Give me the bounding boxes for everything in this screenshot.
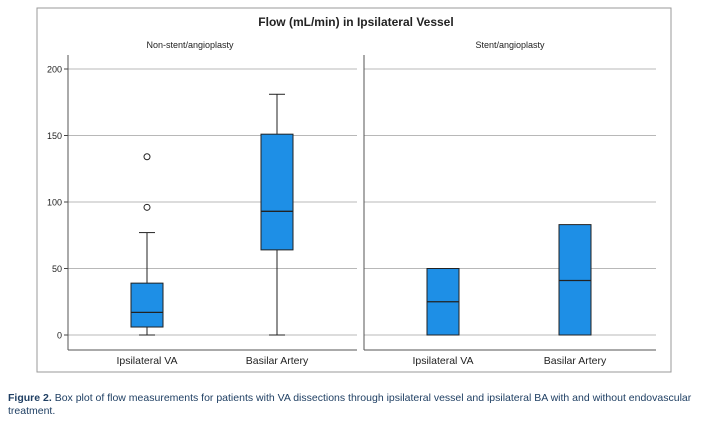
box xyxy=(558,224,592,336)
x-category-label: Basilar Artery xyxy=(246,355,309,367)
panel-label: Non-stent/angioplasty xyxy=(146,40,234,50)
outlier-point xyxy=(143,203,151,211)
y-tick-label: 0 xyxy=(57,331,62,341)
box xyxy=(130,282,164,328)
y-tick-label: 150 xyxy=(47,131,62,141)
y-tick-label: 200 xyxy=(47,65,62,75)
caption-label: Figure 2. xyxy=(8,392,52,404)
caption-text: Box plot of flow measurements for patien… xyxy=(8,392,692,417)
outlier-point xyxy=(143,153,151,161)
panel-label: Stent/angioplasty xyxy=(475,40,545,50)
x-category-label: Ipsilateral VA xyxy=(412,355,473,367)
chart-title: Flow (mL/min) in Ipsilateral Vessel xyxy=(258,15,453,29)
x-category-label: Ipsilateral VA xyxy=(116,355,177,367)
y-tick-label: 100 xyxy=(47,198,62,208)
figure-caption: Figure 2. Box plot of flow measurements … xyxy=(8,392,700,418)
chart-panels: 0 50 100 150 200 Non-stent/angioplasty Ipsilat… xyxy=(47,40,656,367)
y-tick-label: 50 xyxy=(52,264,62,274)
box xyxy=(260,133,294,251)
x-category-label: Basilar Artery xyxy=(544,355,607,367)
